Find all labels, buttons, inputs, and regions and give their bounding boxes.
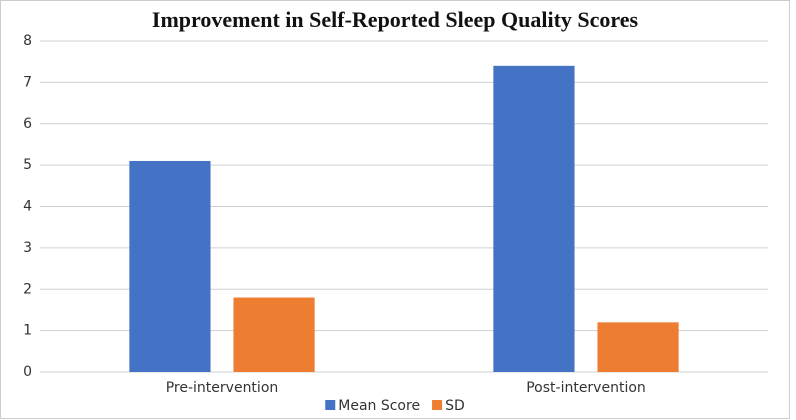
x-tick-label: Post-intervention [526,380,646,396]
y-tick-label: 3 [23,240,32,256]
y-tick-label: 5 [23,157,32,173]
y-tick-label: 6 [23,116,32,132]
chart-title: Improvement in Self-Reported Sleep Quali… [152,7,639,32]
x-tick-label: Pre-intervention [166,380,279,396]
y-tick-label: 2 [23,281,32,297]
y-tick-label: 4 [23,199,32,215]
bar [597,322,679,372]
y-tick-label: 8 [23,33,32,49]
bar [493,65,575,372]
legend-label: SD [445,398,465,414]
legend-label: Mean Score [338,398,420,414]
y-tick-label: 7 [23,74,32,90]
legend-swatch [325,400,336,410]
bar [233,297,315,372]
legend-swatch [432,400,443,410]
y-tick-label: 1 [23,323,32,339]
y-tick-label: 0 [23,364,32,380]
bar [129,160,211,372]
